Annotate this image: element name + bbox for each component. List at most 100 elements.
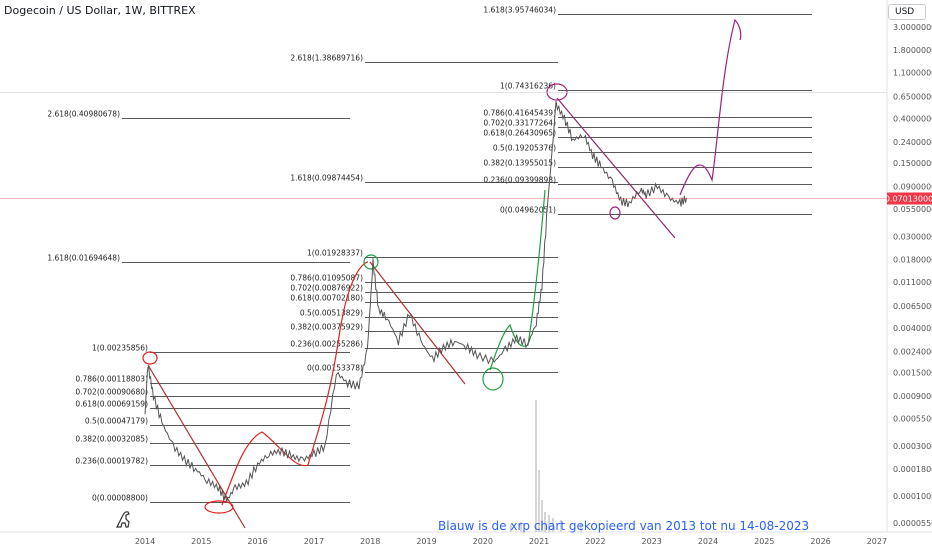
fib-level-label: 0(0.00153378) <box>307 364 363 373</box>
price-tick-label: 0.00018000 <box>893 465 932 474</box>
trendline-2021 <box>556 97 676 239</box>
volume-bar <box>560 520 562 532</box>
fib-level-label: 0.236(0.09399898) <box>483 176 556 185</box>
fib-level-label: 1.618(0.01694648) <box>47 254 120 263</box>
fib-level-label: 0.382(0.00375929) <box>290 323 363 332</box>
time-tick-label: 2015 <box>191 537 211 546</box>
trendline-2014 <box>147 364 246 529</box>
price-tick-label: 0.00650000 <box>893 302 932 311</box>
price-tick-label: 0.00090000 <box>893 392 932 401</box>
price-tick-label: 1.80000000 <box>893 46 932 55</box>
time-tick-label: 2016 <box>247 537 267 546</box>
fib-level-label: 1(0.00235856) <box>92 344 148 353</box>
fib-level-label: 0.382(0.00032085) <box>75 435 148 444</box>
volume-bar <box>541 500 543 532</box>
purple-projection-curve <box>679 18 742 196</box>
red-circle-marker <box>204 500 234 514</box>
volume-bar <box>544 512 546 532</box>
purple-circle-marker <box>609 206 621 220</box>
fib-level-label: 0.786(0.01095087) <box>290 274 363 283</box>
time-tick-label: 2022 <box>585 537 605 546</box>
fib-level-label: 0.786(0.41645439) <box>483 109 556 118</box>
fib-level-label: 0(0.00008800) <box>92 494 148 503</box>
fib-level-label: 0(0.04962051) <box>500 206 556 215</box>
price-tick-label: 0.15000000 <box>893 159 932 168</box>
red-projection-curve <box>221 261 369 506</box>
volume-bar <box>510 524 512 532</box>
price-tick-label: 0.01800000 <box>893 256 932 265</box>
trendline-2018 <box>369 261 466 385</box>
fib-level-label: 1(0.01928337) <box>307 249 363 258</box>
chart-title: Dogecoin / US Dollar, 1W, BITTREX <box>4 4 196 17</box>
fib-level-label: 0.618(0.00069159) <box>75 400 148 409</box>
time-tick-label: 2021 <box>529 537 549 546</box>
bottom-note: Blauw is de xrp chart gekopieerd van 201… <box>438 519 810 533</box>
time-tick-label: 2024 <box>698 537 718 546</box>
red-circle-marker <box>142 351 158 365</box>
time-tick-label: 2017 <box>304 537 324 546</box>
volume-bars <box>510 400 582 532</box>
price-tick-label: 0.00005500 <box>893 519 932 528</box>
current-price-label: 0.07013000 <box>885 195 932 204</box>
price-tick-label: 1.10000000 <box>893 69 932 78</box>
price-tick-label: 0.65000000 <box>893 93 932 102</box>
green-circle-marker <box>363 254 379 270</box>
currency-button[interactable]: USD <box>888 4 926 20</box>
volume-bar <box>552 518 554 532</box>
fib-level-label: 0.236(0.00019782) <box>75 457 148 466</box>
price-tick-label: 0.09000000 <box>893 182 932 191</box>
fib-level-label: 0.702(0.33177264) <box>483 119 556 128</box>
fib-level-label: 0.5(0.00047179) <box>85 417 148 426</box>
price-axis[interactable]: 3.00000000 1.80000000 1.10000000 0.65000000… <box>886 0 932 532</box>
fib-level-label: 0.618(0.00702180) <box>290 294 363 303</box>
fib-level-label: 0.5(0.19205376) <box>493 144 556 153</box>
price-tick-label: 0.00400000 <box>893 324 932 333</box>
price-tick-label: 0.03000000 <box>893 232 932 241</box>
fib-level-label: 2.618(0.40980678) <box>47 110 120 119</box>
price-tick-label: 0.00240000 <box>893 347 932 356</box>
time-tick-label: 2018 <box>360 537 380 546</box>
price-tick-label: 0.24000000 <box>893 138 932 147</box>
price-tick-label: 0.40000000 <box>893 115 932 124</box>
price-tick-label: 0.00055000 <box>893 414 932 423</box>
fib-level-label: 1.618(3.95746034) <box>483 6 556 15</box>
time-axis[interactable]: 2014 2015 2016 2017 2018 2019 2020 2021 2022 2023… <box>0 531 932 546</box>
time-tick-label: 2014 <box>135 537 155 546</box>
fib-level-label: 0.702(0.00876922) <box>290 284 363 293</box>
fib-level-label: 0.786(0.00118803) <box>75 375 148 384</box>
fib-level-label: 0.618(0.26430965) <box>483 129 556 138</box>
fib-level-label: 0.5(0.00513829) <box>300 309 363 318</box>
time-tick-label: 2019 <box>416 537 436 546</box>
price-series <box>144 101 688 502</box>
volume-bar <box>535 400 537 532</box>
volume-bar <box>580 524 582 532</box>
price-tick-label: 3.00000000 <box>893 23 932 32</box>
price-tick-label: 0.00030000 <box>893 442 932 451</box>
fib-level-label: 2.618(1.38689716) <box>290 54 363 63</box>
price-line <box>144 101 688 502</box>
price-tick-label: 0.00150000 <box>893 369 932 378</box>
dinosaur-logo-icon <box>116 511 130 528</box>
time-tick-label: 2025 <box>754 537 774 546</box>
fib-level-label: 1.618(0.09874454) <box>290 174 363 183</box>
fib-level-label: 0.236(0.00255286) <box>290 340 363 349</box>
fib-level-label: 0.382(0.13955015) <box>483 159 556 168</box>
time-tick-label: 2020 <box>473 537 493 546</box>
volume-bar <box>538 470 540 532</box>
volume-bar <box>520 522 522 532</box>
volume-bar <box>548 515 550 532</box>
time-tick-label: 2027 <box>867 537 887 546</box>
green-projection-curve <box>489 189 546 371</box>
price-tick-label: 0.00010000 <box>893 492 932 501</box>
fib-level-label: 1(0.74316236) <box>500 82 556 91</box>
current-price-tag <box>887 192 932 205</box>
fib-level-label: 0.702(0.00090680) <box>75 388 148 397</box>
price-tick-label: 0.05500000 <box>893 205 932 214</box>
current-price-line: 0.07013000 <box>0 92 932 205</box>
time-tick-label: 2023 <box>642 537 662 546</box>
purple-circle-marker <box>546 83 568 101</box>
green-circle-marker <box>482 367 504 391</box>
fibonacci-levels: 1.618(3.95746034) 2.618(1.38689716) 1(0.74… <box>47 6 812 503</box>
price-tick-label: 0.01100000 <box>893 278 932 287</box>
